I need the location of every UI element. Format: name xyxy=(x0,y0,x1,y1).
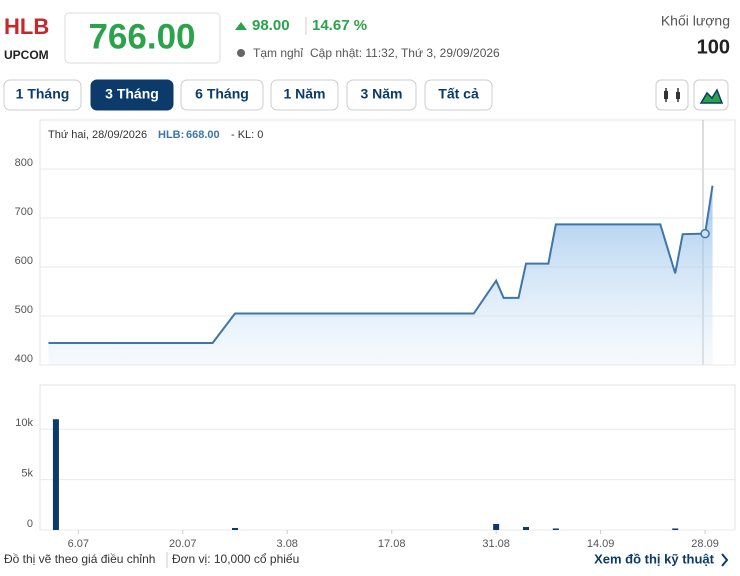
change-pct: 14.67 % xyxy=(312,17,367,34)
x-tick-label: 14.09 xyxy=(587,538,615,550)
range-button-label[interactable]: 1 Năm xyxy=(283,86,325,102)
range-button[interactable] xyxy=(424,79,493,111)
footer-unit: Đơn vị: 10,000 cổ phiếu xyxy=(172,552,299,566)
volume-bar xyxy=(672,528,679,530)
range-button-label[interactable]: 1 Tháng xyxy=(16,86,70,102)
x-tick-label: 20.07 xyxy=(169,538,197,550)
range-button-label[interactable]: Tất cả xyxy=(438,86,479,102)
volume-bar xyxy=(552,528,559,530)
volume-panel xyxy=(39,384,736,531)
range-button-label[interactable]: 3 Năm xyxy=(360,86,402,102)
tooltip-symbol: HLB: xyxy=(158,129,184,141)
area-button[interactable] xyxy=(693,79,729,111)
y-tick-label: 700 xyxy=(15,206,33,218)
range-button[interactable] xyxy=(3,79,82,111)
up-arrow xyxy=(235,22,247,30)
volume-bar xyxy=(523,526,529,530)
hover-point xyxy=(700,228,710,239)
range-button[interactable] xyxy=(346,79,417,111)
exchange: UPCOM xyxy=(4,48,49,62)
y-tick-label: 0 xyxy=(27,518,33,530)
y-tick-label: 600 xyxy=(15,255,33,267)
price-box xyxy=(64,12,221,64)
x-tick-label: 31.08 xyxy=(482,538,510,550)
x-tick-label: 28.09 xyxy=(691,538,719,550)
volume: 100 xyxy=(697,36,730,58)
link-arrow xyxy=(721,553,729,567)
y-tick-label: 500 xyxy=(15,304,33,316)
candle-icon xyxy=(664,91,668,99)
symbol: HLB xyxy=(4,14,49,39)
y-tick-label: 5k xyxy=(21,468,33,480)
range-button-label[interactable]: 3 Tháng xyxy=(105,86,159,102)
x-tick-label: 3.08 xyxy=(277,538,298,550)
range-button-label[interactable]: 6 Tháng xyxy=(195,86,249,102)
footer-note: Đồ thị vẽ theo giá điều chỉnh xyxy=(4,552,155,566)
tooltip-date: Thứ hai, 28/09/2026 xyxy=(48,129,147,141)
change: 98.00 xyxy=(252,17,290,34)
range-button[interactable] xyxy=(90,79,174,111)
updated: Cập nhật: 11:32, Thứ 3, 29/09/2026 xyxy=(310,46,500,60)
volume-bar xyxy=(232,527,238,530)
y-tick-label: 800 xyxy=(15,157,33,169)
y-tick-label: 400 xyxy=(15,353,33,365)
price-area xyxy=(48,185,713,365)
area-icon xyxy=(699,88,724,104)
status-dot xyxy=(237,49,245,57)
tooltip-volume: - KL: 0 xyxy=(231,129,263,141)
volume-bar xyxy=(52,419,59,530)
technical-link[interactable]: Xem đồ thị kỹ thuật xyxy=(594,551,715,566)
candle-icon xyxy=(676,92,680,99)
candle-button[interactable] xyxy=(655,79,689,111)
volume-label: Khối lượng xyxy=(661,13,730,29)
status: Tạm nghỉ xyxy=(253,46,303,60)
volume-bar xyxy=(493,523,500,530)
x-tick-label: 6.07 xyxy=(68,538,89,550)
tooltip-price: 668.00 xyxy=(186,129,220,141)
price: 766.00 xyxy=(88,17,195,56)
price-line xyxy=(48,185,714,344)
range-button[interactable] xyxy=(180,79,264,111)
y-tick-label: 10k xyxy=(15,417,33,429)
range-button[interactable] xyxy=(270,79,339,111)
x-tick-label: 17.08 xyxy=(378,538,406,550)
